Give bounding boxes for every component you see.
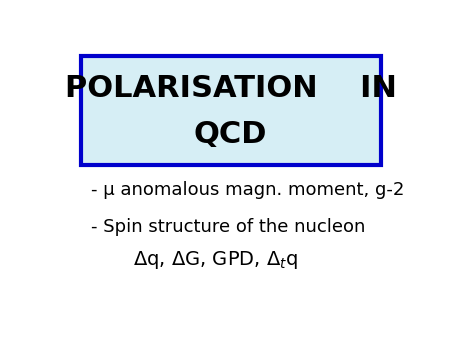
Text: POLARISATION    IN: POLARISATION IN <box>65 74 396 103</box>
Text: - Spin structure of the nucleon: - Spin structure of the nucleon <box>91 218 365 236</box>
Text: - μ anomalous magn. moment, g-2: - μ anomalous magn. moment, g-2 <box>91 181 405 199</box>
Text: $\Delta$q, $\Delta$G, GPD, $\Delta_t$q: $\Delta$q, $\Delta$G, GPD, $\Delta_t$q <box>133 249 298 271</box>
FancyBboxPatch shape <box>81 56 381 166</box>
Text: QCD: QCD <box>194 120 267 149</box>
